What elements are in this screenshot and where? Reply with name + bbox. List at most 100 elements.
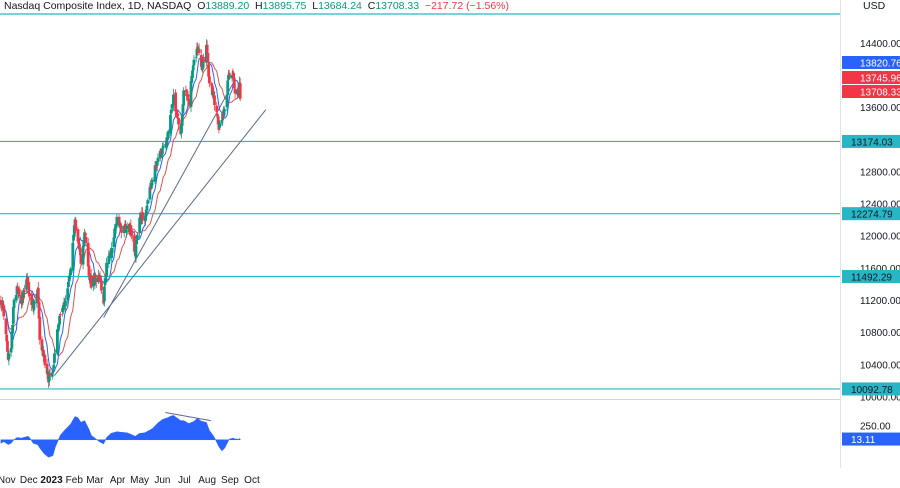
candle-body xyxy=(220,120,224,124)
candle-body xyxy=(202,59,206,62)
candle-body xyxy=(215,105,219,112)
candle-body xyxy=(113,227,117,231)
oscillator-divergence-line xyxy=(165,411,211,422)
candle-body xyxy=(4,318,8,335)
candle-body xyxy=(207,76,211,84)
candle-body xyxy=(237,92,241,95)
candle-body xyxy=(6,340,9,352)
candle-body xyxy=(205,44,208,63)
candle-body xyxy=(58,315,61,325)
price-badge-label: 13708.33 xyxy=(860,88,900,99)
candle-body xyxy=(238,83,242,99)
candle-body xyxy=(232,78,236,89)
candle-body xyxy=(146,200,150,204)
price-badge xyxy=(842,71,900,84)
candle-body xyxy=(169,109,173,114)
candle-body xyxy=(165,137,169,147)
candle-body xyxy=(228,76,232,78)
candle-body xyxy=(14,294,18,301)
candle-body xyxy=(33,302,37,304)
level-badge-label: 10092.78 xyxy=(851,385,893,396)
y-tick-label: 10400.00 xyxy=(860,360,900,371)
candle-body xyxy=(169,114,172,134)
candle-body xyxy=(161,145,165,149)
candle-body xyxy=(216,116,220,125)
candle-body xyxy=(55,329,59,354)
candle-body xyxy=(74,219,78,231)
currency-label: USD xyxy=(863,0,886,12)
candle-body xyxy=(110,247,114,259)
candle-body xyxy=(155,161,159,166)
candle-body xyxy=(195,48,199,56)
candle-body xyxy=(205,44,209,52)
candle-body xyxy=(53,353,57,355)
level-badge xyxy=(842,207,900,221)
candle-body xyxy=(12,299,16,309)
candle-body xyxy=(153,165,157,182)
candle-body xyxy=(50,372,54,377)
candle-body xyxy=(148,187,152,200)
candle-body xyxy=(11,325,15,334)
candle-body xyxy=(2,305,6,317)
candle-body xyxy=(233,88,237,94)
moving-average-slow-line xyxy=(0,61,241,356)
x-tick-label: Dec xyxy=(20,475,38,486)
candle-body xyxy=(105,262,108,276)
price-badge-label: 13745.96 xyxy=(860,74,900,85)
change-value: −217.72 (−1.56%) xyxy=(424,0,510,12)
open-value: 13889.20 xyxy=(205,0,250,12)
candle-body xyxy=(124,224,128,231)
candle-body xyxy=(226,80,230,95)
candle-body xyxy=(190,75,194,83)
candle-body xyxy=(141,212,144,219)
candle-body xyxy=(37,301,41,319)
candle-body xyxy=(78,248,82,252)
x-tick-label: Nov xyxy=(0,475,16,486)
candles-group xyxy=(0,39,242,388)
candle-body xyxy=(185,93,189,96)
x-tick-label: Sep xyxy=(221,475,239,486)
candle-body xyxy=(83,232,86,240)
candle-body xyxy=(57,323,61,328)
candle-body xyxy=(112,237,116,247)
candle-body xyxy=(83,232,87,236)
candle-body xyxy=(43,354,47,366)
candle-body xyxy=(31,302,34,304)
x-tick-label: May xyxy=(130,475,149,486)
candle-body xyxy=(82,239,86,247)
candle-body xyxy=(210,85,214,96)
candle-body xyxy=(79,253,83,264)
candle-body xyxy=(97,275,100,283)
candle-body xyxy=(182,90,186,106)
candle-body xyxy=(77,239,81,245)
candle-body xyxy=(108,253,112,257)
candle-body xyxy=(135,240,139,245)
candle-body xyxy=(216,114,219,116)
candle-body xyxy=(0,305,3,307)
candle-body xyxy=(130,234,134,237)
candle-body xyxy=(64,300,67,307)
chart-header: Nasdaq Composite Index, 1D, NASDAQ O1388… xyxy=(4,0,509,12)
candle-body xyxy=(232,72,236,80)
candle-body xyxy=(67,276,71,282)
candle-body xyxy=(166,131,170,139)
high-label: H xyxy=(255,0,263,12)
oscillator-area xyxy=(0,415,241,458)
candle-body xyxy=(156,157,160,162)
candle-body xyxy=(10,331,14,349)
candle-body xyxy=(66,288,70,301)
candle-body xyxy=(160,154,164,156)
candle-body xyxy=(35,293,39,303)
y-tick-label: 14400.00 xyxy=(860,39,900,50)
candle-body xyxy=(213,95,216,106)
candle-body xyxy=(46,372,50,375)
candle-body xyxy=(93,275,97,286)
candle-body xyxy=(149,183,153,188)
candle-body xyxy=(61,308,64,313)
price-badge xyxy=(842,56,900,69)
candle-body xyxy=(192,59,196,66)
candle-body xyxy=(81,246,85,265)
candle-body xyxy=(84,236,88,243)
candle-body xyxy=(9,348,13,353)
x-tick-label: Aug xyxy=(198,475,216,486)
